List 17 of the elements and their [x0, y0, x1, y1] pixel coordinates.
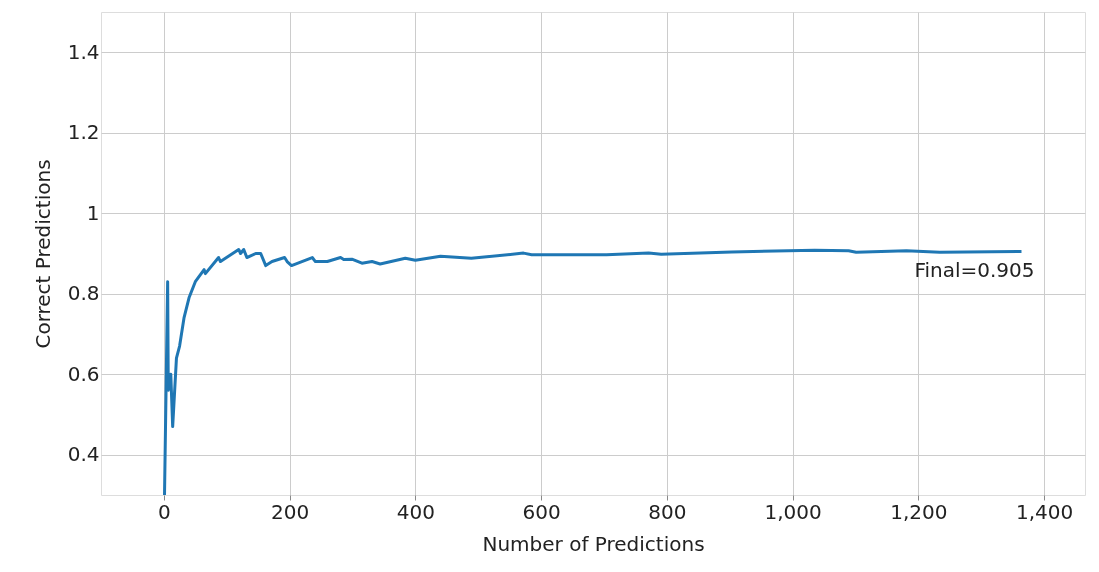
x-tick-label: 400 — [396, 499, 435, 524]
x-tick-label: 0 — [158, 499, 171, 524]
x-tick-label: 1,000 — [764, 499, 822, 524]
y-tick-label: 0.4 — [67, 442, 100, 467]
y-tick-label: 0.6 — [67, 361, 100, 386]
x-axis-title: Number of Predictions — [482, 531, 705, 556]
y-tick-label: 0.8 — [67, 281, 100, 306]
x-tick-label: 1,200 — [890, 499, 948, 524]
x-tick-label: 1,400 — [1016, 499, 1074, 524]
y-tick-label: 1 — [86, 200, 100, 225]
y-tick-label: 1.4 — [67, 39, 100, 64]
y-axis-title: Correct Predictions — [30, 159, 55, 349]
x-tick-label: 600 — [522, 499, 561, 524]
y-tick-label: 1.2 — [67, 120, 100, 145]
annotation: Final=0.905 — [914, 258, 1035, 283]
x-tick-label: 200 — [271, 499, 310, 524]
x-tick-label: 800 — [648, 499, 687, 524]
